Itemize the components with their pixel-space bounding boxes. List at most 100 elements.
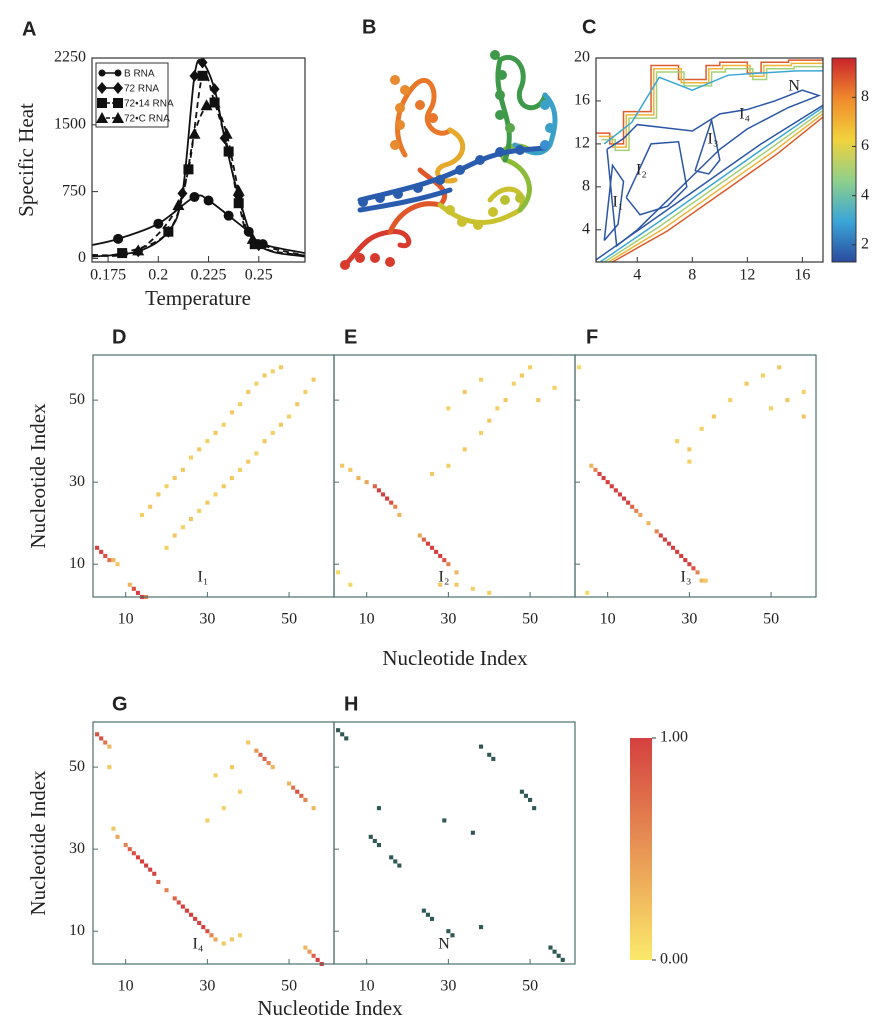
contact-cell [454, 582, 459, 587]
contact-cell [536, 398, 541, 403]
contact-cell [617, 492, 622, 497]
contact-cell [123, 843, 128, 848]
contact-cell [601, 476, 606, 481]
legend-marker [113, 98, 123, 108]
contact-cell [139, 859, 145, 864]
contact-cell [446, 406, 451, 411]
contact-cell [278, 422, 283, 427]
plot-area [92, 58, 305, 259]
contact-cell [103, 553, 108, 559]
colorbar-tick-label: 1.00 [660, 729, 688, 746]
contact-cell [229, 765, 234, 770]
legend-marker [114, 69, 122, 77]
contact-cell [184, 908, 189, 913]
contact-cell [172, 476, 177, 481]
contact-cell [356, 476, 361, 481]
contact-cell [111, 558, 116, 563]
contact-cell [197, 920, 202, 926]
panel-letter: B [362, 16, 376, 38]
contact-cell [552, 949, 557, 954]
contact-cell [131, 851, 136, 856]
contact-cell [340, 732, 345, 737]
legend-marker [96, 112, 108, 123]
contact-cell [450, 933, 455, 938]
panel-letter: G [112, 693, 128, 715]
contact-cell [479, 430, 484, 435]
contact-cell [372, 838, 377, 843]
y-tick-label: 4 [582, 220, 590, 237]
contact-cell [376, 806, 381, 811]
y-tick-label: 30 [69, 473, 85, 490]
x-tick-label: 4 [633, 267, 641, 284]
contact-cell [446, 562, 451, 567]
x-tick-label: 30 [199, 978, 215, 995]
contact-cell [442, 818, 447, 823]
contact-cell [760, 373, 765, 378]
contact-cell [246, 740, 251, 745]
contact-cell [95, 732, 100, 737]
contour-line [603, 110, 824, 263]
contact-cell [229, 410, 234, 415]
contact-cell [560, 957, 565, 962]
contour-line [599, 106, 824, 263]
contour-line [612, 116, 824, 263]
y-axis-label: Nucleotide Index [26, 770, 50, 916]
contact-cell [503, 398, 508, 403]
y-tick-label: 50 [69, 758, 85, 775]
contact-cell [139, 512, 145, 518]
contact-cell [380, 492, 386, 497]
contact-cell [470, 586, 475, 591]
x-axis-label: Nucleotide Index [257, 996, 403, 1020]
marker [132, 244, 145, 256]
contour-line [603, 70, 823, 145]
x-tick-label: 50 [763, 611, 779, 628]
x-tick-label: 30 [440, 611, 456, 628]
contact-cell [687, 459, 692, 464]
contact-cell [303, 797, 308, 802]
marker [189, 69, 200, 82]
contact-cell [519, 789, 524, 794]
contact-cell [376, 843, 381, 848]
legend-marker [113, 82, 123, 94]
legend-label: 72•C RNA [124, 114, 170, 125]
contact-cell [425, 541, 430, 546]
y-tick-label: 12 [574, 135, 590, 152]
contact-cell [270, 430, 275, 435]
contact-cell [487, 752, 492, 757]
marker [113, 233, 124, 244]
y-tick-label: 8 [582, 178, 590, 195]
contact-cell [593, 467, 598, 472]
contact-cell [221, 422, 226, 427]
contact-cell [556, 953, 561, 958]
contact-cell [368, 834, 373, 839]
marker [197, 58, 208, 69]
contact-cell [670, 545, 676, 550]
panel-letter: E [344, 326, 357, 348]
contact-cell [630, 504, 635, 509]
x-tick-label: 10 [118, 978, 134, 995]
contact-cell [127, 582, 132, 587]
marker [197, 70, 208, 81]
contact-cell [777, 365, 782, 370]
x-tick-label: 0.25 [245, 267, 273, 284]
annotation: I₃ [681, 569, 692, 586]
x-tick-label: 12 [739, 267, 755, 284]
legend-marker [97, 82, 107, 94]
contact-cell [801, 389, 806, 394]
marker [172, 198, 185, 210]
contact-cell [188, 517, 194, 522]
contact-cell [205, 439, 210, 444]
x-tick-label: 50 [522, 611, 538, 628]
marker [220, 127, 233, 139]
contact-cell [548, 945, 553, 950]
y-tick-label: 0 [78, 249, 86, 266]
legend-label: 72•14 RNA [124, 99, 174, 110]
contact-cell [438, 582, 443, 587]
contact-cell [99, 736, 104, 741]
contact-cell [131, 586, 136, 591]
y-axis-label: Nucleotide Index [26, 403, 50, 549]
contact-cell [262, 439, 267, 444]
contact-cell [511, 381, 516, 386]
contact-cell [295, 789, 300, 794]
x-axis-label: Temperature [145, 286, 251, 310]
